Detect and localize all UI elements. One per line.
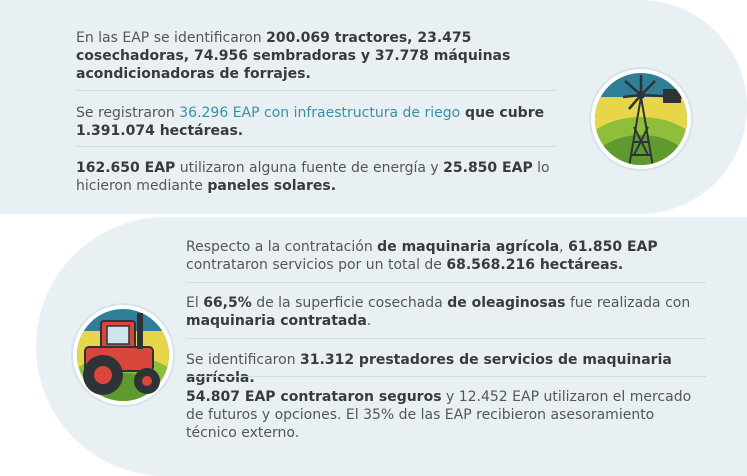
divider (76, 146, 556, 147)
bold-span: 66,5% (203, 295, 252, 311)
insurance-paragraph: 54.807 EAP contrataron seguros y 12.452 … (186, 388, 706, 442)
highlight-span: EAP con infraestructura de riego (232, 105, 461, 121)
text-span: El (186, 295, 204, 311)
divider (76, 90, 556, 91)
text-span: Se registraron (76, 105, 180, 121)
bold-span: 61.850 EAP (568, 239, 658, 255)
energy-paragraph: 162.650 EAP utilizaron alguna fuente de … (76, 159, 566, 195)
highlight-span: 36.296 (179, 105, 229, 121)
text-span: lo hicieron mediante (76, 160, 550, 194)
bold-span: 25.850 EAP (443, 160, 533, 176)
contracting-paragraph: Respecto a la contratación de maquinaria… (186, 238, 706, 274)
text-span: utilizaron alguna fuente de energía y (175, 160, 444, 176)
text-span: , (559, 239, 569, 255)
text-span: fue realizada con (565, 295, 691, 311)
divider (186, 282, 706, 283)
text-span: y 12.452 EAP utilizaron el mercado de fu… (186, 389, 692, 441)
text-span: contrataron servicios por un total de (186, 257, 447, 273)
bold-span: paneles solares. (207, 178, 337, 194)
text-span: En las EAP se identificaron (76, 30, 267, 46)
tractor-icon (71, 303, 175, 407)
bold-span: 68.568.216 hectáreas. (446, 257, 624, 273)
text-span: de la superficie cosechada (251, 295, 448, 311)
bold-span: de oleaginosas (447, 295, 566, 311)
text-span: . (366, 313, 372, 329)
divider (186, 376, 706, 377)
bold-span: 54.807 EAP contrataron seguros (186, 389, 442, 405)
divider (186, 338, 706, 339)
bold-span: de maquinaria agrícola (377, 239, 560, 255)
bold-span: que cubre 1.391.074 hectáreas. (76, 105, 545, 139)
bold-span: 162.650 EAP (76, 160, 176, 176)
machinery-count-paragraph: En las EAP se identificaron 200.069 trac… (76, 29, 566, 83)
oilseeds-paragraph: El 66,5% de la superficie cosechada de o… (186, 294, 706, 330)
windmill-icon (589, 67, 693, 171)
text-span: Respecto a la contratación (186, 239, 378, 255)
irrigation-paragraph: Se registraron 36.296 EAP con infraestru… (76, 104, 566, 140)
bold-span: 200.069 tractores, 23.475 cosechadoras, … (76, 30, 511, 82)
bold-span: 31.312 prestadores de servicios de maqui… (186, 352, 672, 386)
bold-span: maquinaria contratada (186, 313, 367, 329)
service-providers-paragraph: Se identificaron 31.312 prestadores de s… (186, 351, 706, 387)
text-span: Se identificaron (186, 352, 301, 368)
